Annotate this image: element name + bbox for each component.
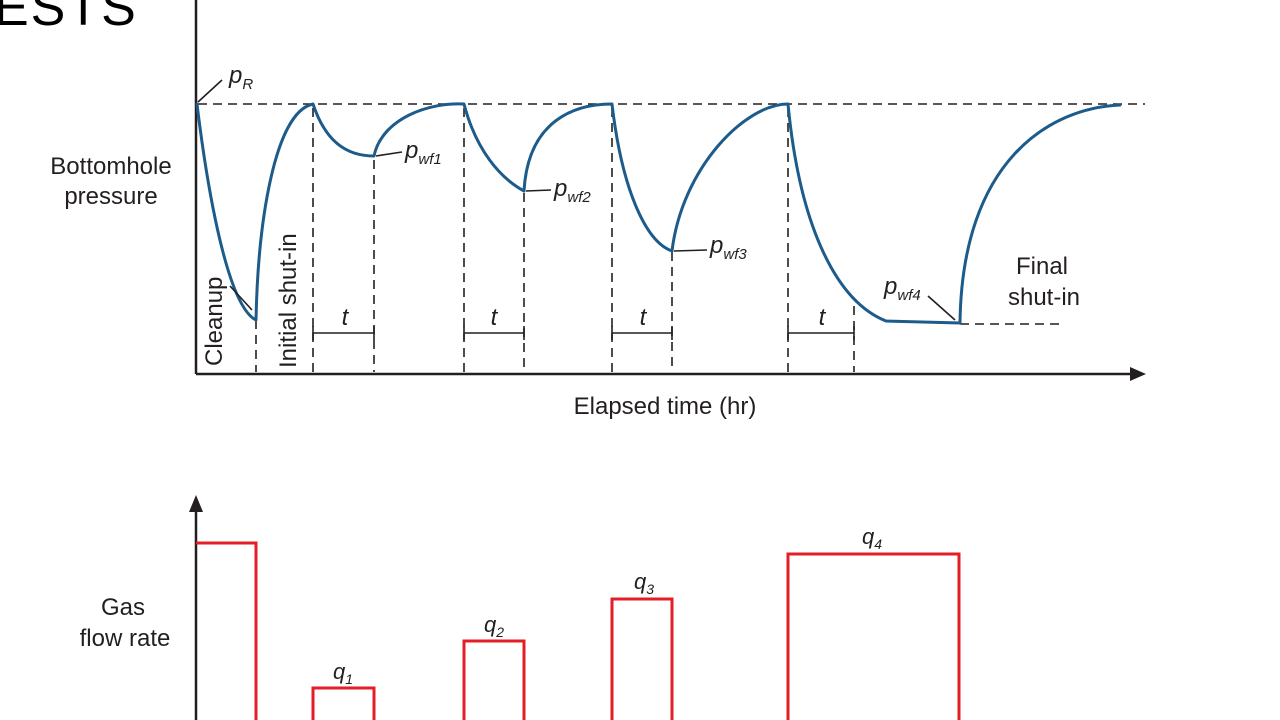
rate-bar-q3 — [610, 597, 674, 720]
rate-ylabel-line2: flow rate — [80, 625, 171, 652]
pressure-ylabel-line1: Bottomhole — [50, 153, 171, 180]
rate-bar-q4 — [786, 552, 961, 720]
reservoir-pressure-label: pR — [228, 62, 253, 93]
pwf2-label: pwf2 — [553, 175, 591, 206]
duration-bracket — [312, 326, 375, 340]
rate-label-q4: q4 — [862, 524, 882, 552]
duration-label: t — [640, 304, 648, 331]
cleanup-rate-bar — [196, 541, 258, 720]
rate-bar-q2 — [462, 639, 526, 720]
rate-axis-arrowhead — [189, 495, 203, 512]
rate-chart: q1 q2 q3 q4 Gas flow rate — [80, 495, 961, 720]
pwf1-label: pwf1 — [404, 137, 442, 168]
pwf3-label: pwf3 — [709, 232, 747, 263]
rate-label-q1: q1 — [333, 659, 353, 687]
final-shutin-label-line1: Final — [1016, 253, 1068, 280]
pwf1-leader — [375, 151, 403, 157]
pwf4-label: pwf4 — [883, 273, 921, 304]
bottomhole-pressure-curve — [195, 102, 1122, 325]
duration-bracket — [463, 326, 525, 340]
duration-bracket — [787, 326, 855, 340]
cleanup-label: Cleanup — [201, 277, 228, 366]
rate-label-q2: q2 — [484, 612, 504, 640]
duration-label: t — [819, 304, 827, 331]
pressure-chart: t t t t pR pwf1 pwf2 pwf3 pwf4 Cleanup I… — [50, 0, 1146, 420]
time-axis-arrowhead — [1130, 367, 1146, 381]
rate-ylabel-line1: Gas — [101, 594, 145, 621]
pwf3-leader — [673, 249, 708, 252]
slide-title-fragment: ESTS — [0, 0, 138, 37]
duration-bracket — [611, 326, 673, 340]
duration-label: t — [342, 304, 350, 331]
pr-leader — [197, 79, 223, 103]
duration-brackets — [312, 326, 855, 340]
initial-shutin-label: Initial shut-in — [275, 233, 302, 368]
duration-label: t — [491, 304, 499, 331]
final-shutin-label-line2: shut-in — [1008, 284, 1080, 311]
pwf4-leader — [927, 295, 956, 321]
time-xlabel: Elapsed time (hr) — [574, 393, 757, 420]
rate-label-q3: q3 — [634, 569, 654, 597]
rate-bar-q1 — [311, 686, 376, 720]
pressure-ylabel-line2: pressure — [64, 183, 157, 210]
pwf2-leader — [525, 189, 552, 192]
cleanup-leader — [229, 285, 253, 311]
